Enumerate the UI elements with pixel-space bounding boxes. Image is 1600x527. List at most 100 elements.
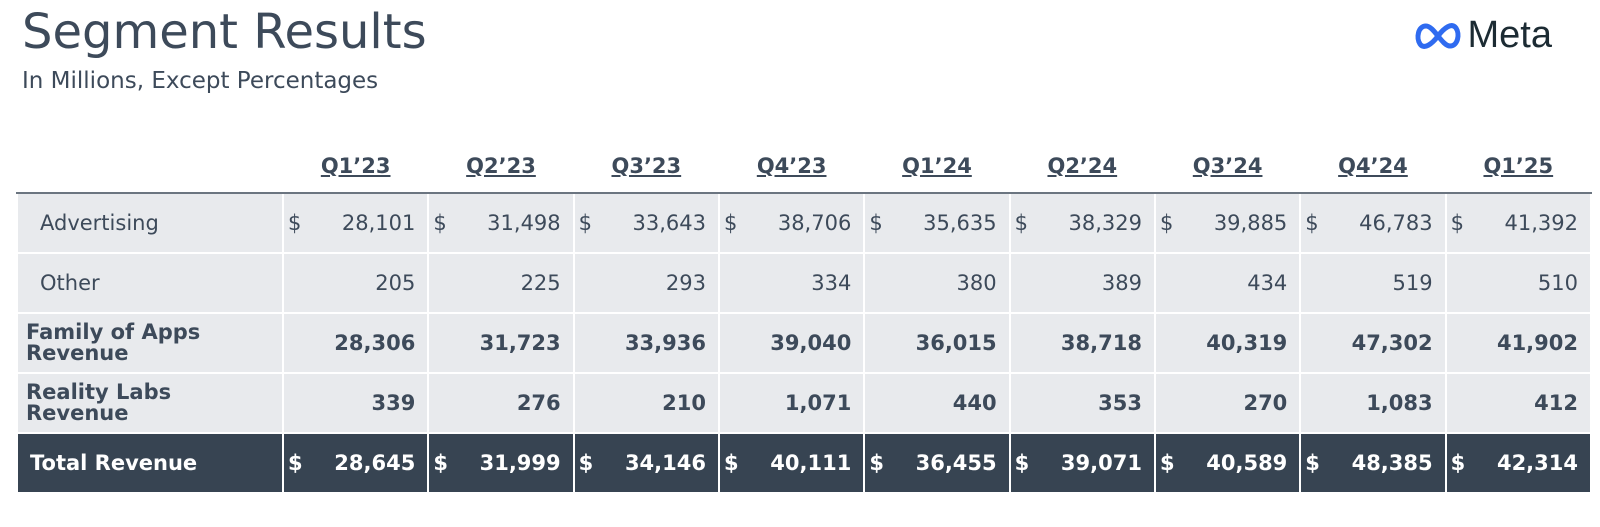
value-cell: 33,936 — [572, 312, 720, 374]
table-row: Other 205 225 293 334 380 389 434 519 510 — [16, 252, 1593, 314]
value-cell: $48,385 — [1299, 432, 1447, 494]
currency: $ — [578, 451, 594, 475]
currency: $ — [723, 451, 739, 475]
currency: $ — [869, 451, 884, 475]
value-cell: 334 — [717, 252, 866, 314]
value: 38,706 — [777, 211, 852, 235]
value: 47,302 — [1351, 331, 1433, 355]
value: 33,643 — [632, 211, 706, 235]
value-cell: 38,718 — [1008, 312, 1156, 374]
header-row: Q1’23 Q2’23 Q3’23 Q4’23 Q1’24 Q2’24 Q3’24 Q4’24… — [17, 140, 1591, 194]
row-label: Total Revenue — [16, 432, 284, 494]
value-cell: $31,999 — [427, 432, 575, 494]
value-cell: $42,314 — [1444, 432, 1593, 494]
value-cell: 293 — [572, 252, 720, 314]
value-cell: 36,015 — [863, 312, 1011, 374]
value: 31,999 — [479, 451, 561, 475]
value: 434 — [1247, 271, 1288, 295]
column-header: Q3’23 — [573, 140, 719, 194]
value: 339 — [371, 391, 416, 415]
table-row: Total Revenue $28,645 $31,999 $34,146 $40,11… — [16, 432, 1593, 494]
value: 39,040 — [770, 331, 852, 355]
currency: $ — [1014, 451, 1030, 475]
value-cell: $33,643 — [572, 192, 720, 254]
currency: $ — [1159, 451, 1175, 475]
value-cell: 39,040 — [717, 312, 866, 374]
value: 31,498 — [487, 211, 561, 235]
value-cell: 47,302 — [1299, 312, 1447, 374]
currency: $ — [1450, 451, 1466, 475]
value-cell: 205 — [281, 252, 430, 314]
value-cell: $36,455 — [863, 432, 1011, 494]
value-cell: $40,111 — [717, 432, 866, 494]
value-cell: 270 — [1153, 372, 1302, 434]
value: 389 — [1101, 271, 1142, 295]
value: 46,783 — [1359, 211, 1433, 235]
column-header: Q2’24 — [1009, 140, 1155, 194]
value-cell: 1,083 — [1299, 372, 1447, 434]
value-cell: 40,319 — [1153, 312, 1302, 374]
value-cell: $40,589 — [1153, 432, 1302, 494]
value-cell: 225 — [427, 252, 575, 314]
subtitle: In Millions, Except Percentages — [22, 68, 379, 94]
value: 28,101 — [341, 211, 416, 235]
value: 380 — [956, 271, 997, 295]
value: 293 — [665, 271, 706, 295]
currency: $ — [1159, 211, 1174, 235]
column-header: Q4’23 — [718, 140, 865, 194]
value: 33,936 — [624, 331, 706, 355]
currency: $ — [1305, 451, 1320, 475]
value-cell: $28,101 — [281, 192, 430, 254]
value-cell: $38,329 — [1008, 192, 1156, 254]
column-header: Q1’23 — [283, 140, 429, 194]
value-cell: $46,783 — [1299, 192, 1447, 254]
logo-mark — [1415, 22, 1460, 49]
value: 28,306 — [334, 331, 416, 355]
currency: $ — [1450, 211, 1464, 235]
value: 412 — [1534, 391, 1578, 415]
value-cell: $31,498 — [427, 192, 575, 254]
column-header: Q2’23 — [428, 140, 574, 194]
value: 440 — [952, 391, 997, 415]
value-cell: 440 — [863, 372, 1011, 434]
corner — [17, 140, 283, 194]
value: 40,319 — [1206, 331, 1288, 355]
value: 40,111 — [770, 451, 852, 475]
value-cell: 380 — [863, 252, 1011, 314]
value: 35,635 — [923, 211, 997, 235]
currency: $ — [869, 211, 883, 235]
value: 39,885 — [1213, 211, 1288, 235]
value: 48,385 — [1351, 451, 1433, 475]
row-label: Family of Apps Revenue — [16, 312, 284, 374]
value-cell: 519 — [1299, 252, 1447, 314]
value-cell: $39,885 — [1153, 192, 1302, 254]
row-label: Advertising — [16, 192, 284, 254]
value: 42,314 — [1496, 451, 1578, 475]
currency: $ — [288, 211, 302, 235]
value: 270 — [1243, 391, 1288, 415]
value-cell: 41,902 — [1444, 312, 1593, 374]
currency: $ — [433, 211, 447, 235]
value: 34,146 — [624, 451, 706, 475]
column-header: Q3’24 — [1154, 140, 1301, 194]
column-header: Q1’25 — [1445, 140, 1591, 194]
value-cell: $38,706 — [717, 192, 866, 254]
value: 205 — [375, 271, 416, 295]
value: 41,392 — [1504, 211, 1578, 235]
value-cell: 1,071 — [717, 372, 866, 434]
value-cell: 434 — [1153, 252, 1302, 314]
logo-text: Meta — [1467, 14, 1552, 56]
row-label: Reality Labs Revenue — [16, 372, 284, 434]
value-cell: 28,306 — [281, 312, 430, 374]
value: 519 — [1392, 271, 1433, 295]
value-cell: $34,146 — [572, 432, 720, 494]
value-cell: 353 — [1008, 372, 1156, 434]
value-cell: $35,635 — [863, 192, 1011, 254]
currency: $ — [288, 451, 303, 475]
value: 38,329 — [1068, 211, 1142, 235]
value-cell: 412 — [1444, 372, 1593, 434]
title: Segment Results — [22, 4, 427, 60]
value-cell: $41,392 — [1444, 192, 1593, 254]
currency: $ — [1305, 211, 1319, 235]
